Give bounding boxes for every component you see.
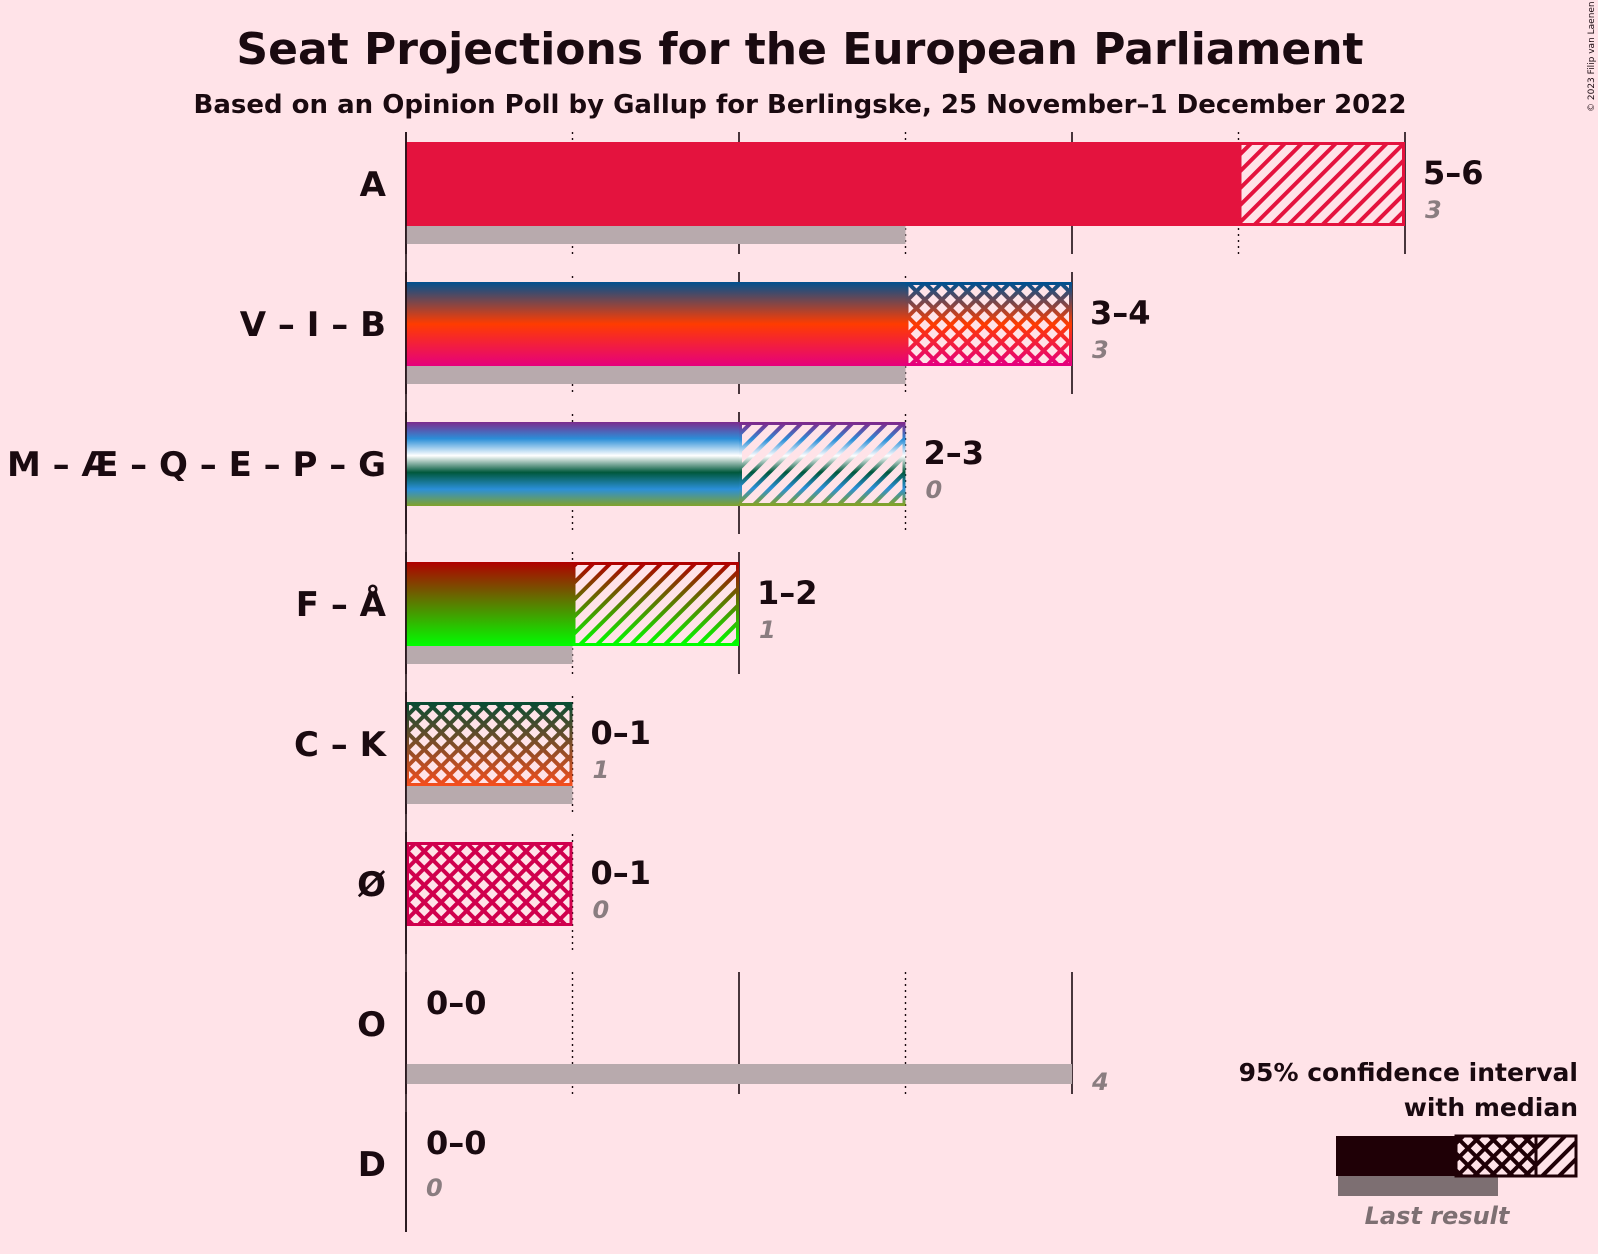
ci-hatch <box>1240 143 1404 225</box>
ci-hatch <box>407 703 571 785</box>
party-label: F – Å <box>296 584 387 625</box>
chart-subtitle: Based on an Opinion Poll by Gallup for B… <box>194 90 1407 120</box>
legend-title-line2: with median <box>1404 1093 1578 1122</box>
ci-outline <box>1238 142 1405 226</box>
party-row: Ø 0–1 0 <box>357 842 652 926</box>
ci-outline <box>406 702 573 786</box>
party-label: C – K <box>294 725 388 765</box>
last-result-bar <box>406 224 906 244</box>
legend-crosshatch-box <box>1454 1134 1538 1178</box>
last-result-label: 0 <box>593 896 610 924</box>
median-bar <box>406 422 739 506</box>
range-label: 0–0 <box>426 1124 487 1162</box>
copyright-notice: © 2023 Filip van Laenen <box>1587 1 1597 112</box>
party-row: A 5–6 3 <box>360 142 1484 244</box>
range-label: 1–2 <box>757 574 818 612</box>
party-row: F – Å 1–2 1 <box>296 562 818 664</box>
legend-title-line1: 95% confidence interval <box>1239 1058 1578 1087</box>
range-label: 0–1 <box>591 854 652 892</box>
party-label: M – Æ – Q – E – P – G <box>7 445 386 485</box>
last-result-bar <box>406 1064 1072 1084</box>
legend-hatch-box <box>1534 1134 1578 1178</box>
party-row: V – I – B 3–4 3 <box>240 282 1151 384</box>
party-row: O 0–0 4 <box>357 984 1109 1096</box>
ci-hatch <box>907 283 1071 365</box>
party-label: A <box>360 165 387 205</box>
last-result-label: 3 <box>1425 196 1442 224</box>
last-result-label: 0 <box>426 1174 443 1202</box>
party-row: M – Æ – Q – E – P – G 2–3 0 <box>7 422 984 506</box>
range-label: 3–4 <box>1090 294 1151 332</box>
last-result-label: 1 <box>593 756 610 784</box>
party-label: O <box>357 1005 386 1045</box>
median-bar <box>406 282 906 366</box>
ci-hatch <box>574 563 738 645</box>
last-result-bar <box>406 644 573 664</box>
median-bar <box>406 142 1239 226</box>
bars-group: A 5–6 3 V – I – B 3–4 3 M – Æ – Q – E – P – G 2… <box>7 132 1484 1232</box>
ci-hatch <box>740 423 904 505</box>
party-row: D 0–0 0 <box>358 1124 487 1202</box>
range-label: 5–6 <box>1423 154 1484 192</box>
ci-outline <box>739 422 906 506</box>
range-label: 0–0 <box>426 984 487 1022</box>
last-result-bar <box>406 784 573 804</box>
range-label: 0–1 <box>591 714 652 752</box>
chart-title: Seat Projections for the European Parlia… <box>236 24 1363 75</box>
party-label: V – I – B <box>240 305 386 345</box>
last-result-bar <box>406 364 906 384</box>
party-label: D <box>358 1145 386 1185</box>
ci-outline <box>406 842 573 926</box>
legend-median-bar <box>1336 1136 1456 1176</box>
legend: 95% confidence interval with median Last… <box>1239 1058 1578 1230</box>
last-result-label: 4 <box>1091 1068 1109 1096</box>
legend-last-result-bar <box>1338 1176 1498 1196</box>
range-label: 2–3 <box>924 434 985 472</box>
last-result-label: 0 <box>926 476 943 504</box>
last-result-label: 1 <box>759 616 776 644</box>
party-row: C – K 0–1 1 <box>294 702 652 804</box>
median-bar <box>406 562 573 646</box>
party-label: Ø <box>357 865 386 905</box>
ci-hatch <box>407 843 571 925</box>
last-result-label: 3 <box>1092 336 1109 364</box>
ci-outline <box>905 282 1072 366</box>
legend-last-result-label: Last result <box>1365 1202 1511 1230</box>
ci-outline <box>572 562 739 646</box>
